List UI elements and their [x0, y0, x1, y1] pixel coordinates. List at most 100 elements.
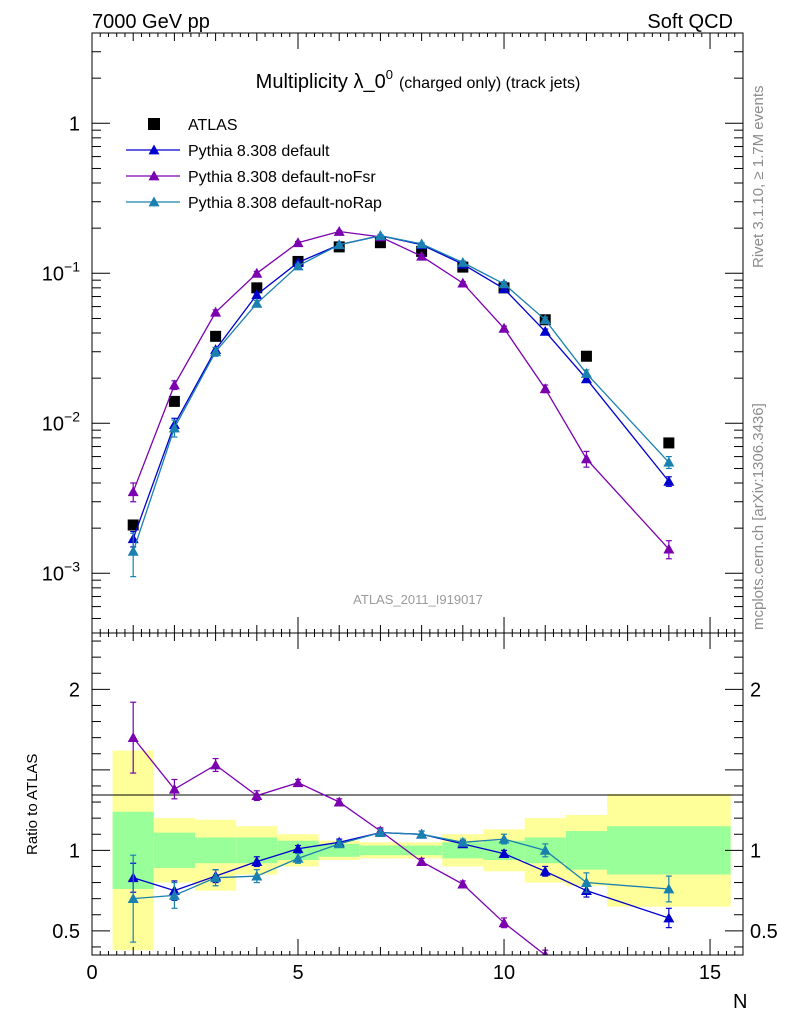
- data-point: [457, 277, 469, 288]
- ratio-point: [663, 883, 675, 894]
- data-point: [539, 383, 551, 394]
- data-point: [251, 289, 263, 300]
- data-point: [127, 486, 139, 497]
- data-point: [539, 325, 551, 336]
- ratio-point: [416, 856, 428, 867]
- data-point: [251, 282, 263, 294]
- ratio-point: [457, 836, 469, 847]
- series-noFsr: [127, 225, 675, 560]
- data-point: [168, 379, 180, 390]
- ratio-point: [292, 777, 304, 788]
- main-y-tick-mantissa: 10: [42, 263, 64, 285]
- chart-title: Multiplicity λ_00 (charged only) (track j…: [256, 67, 581, 93]
- data-point: [292, 237, 304, 248]
- ratio-series-noRap: [127, 827, 675, 943]
- ratio-point: [251, 790, 263, 801]
- ratio-panel-marks: [127, 701, 675, 984]
- ratio-y-axis-label: Ratio to ATLAS: [24, 754, 41, 855]
- ratio-panel-axes: 0 5 10 15 0.5 0.5 1 1 2 2: [52, 633, 778, 984]
- data-point: [168, 422, 180, 433]
- data-point: [210, 306, 222, 317]
- uncertainty-bands: [112, 750, 731, 951]
- rivet-label: Rivet 3.1.10, ≥ 1.7M events: [750, 86, 767, 269]
- main-y-tick-mantissa: 1: [69, 113, 80, 135]
- legend-item-atlas: ATLAS: [148, 117, 238, 134]
- data-point: [539, 314, 551, 325]
- series-atlas: [127, 237, 675, 531]
- data-point: [127, 519, 139, 531]
- main-panel-axes: 110−110−210−3: [42, 32, 744, 634]
- legend-label: Pythia 8.308 default-noRap: [188, 195, 382, 212]
- x-tick-label: 15: [699, 962, 721, 984]
- data-point: [374, 237, 386, 249]
- main-y-tick-mantissa: 10: [42, 413, 64, 435]
- ratio-point: [210, 759, 222, 770]
- x-tick-label: 0: [86, 962, 97, 984]
- watermark: ATLAS_2011_I919017: [353, 592, 483, 607]
- legend-item-noFsr: Pythia 8.308 default-noFsr: [126, 169, 376, 186]
- main-y-tick-label: 10−3: [42, 558, 80, 585]
- data-point: [580, 373, 592, 384]
- main-y-tick-label: 10−1: [42, 258, 80, 285]
- data-point: [333, 239, 345, 250]
- ratio-point: [498, 917, 510, 928]
- series-line-noFsr: [132, 230, 670, 550]
- header-left: 7000 GeV pp: [92, 11, 210, 33]
- legend-label: Pythia 8.308 default-noFsr: [188, 169, 376, 186]
- series-noRap: [127, 230, 675, 578]
- ratio-point: [127, 732, 139, 743]
- ratio-point: [127, 893, 139, 904]
- chart-title-note: (charged only) (track jets): [399, 75, 580, 92]
- series-line-noRap: [132, 235, 670, 552]
- ratio-point: [539, 844, 551, 855]
- data-point: [663, 475, 675, 486]
- data-point: [210, 330, 222, 342]
- ratio-point: [498, 848, 510, 858]
- ratio-point: [333, 796, 345, 807]
- chart-title-main: Multiplicity λ_0: [256, 71, 386, 93]
- x-axis-label: N: [733, 991, 747, 1013]
- ratio-point: [333, 838, 345, 849]
- ratio-y-tick-label-right: 1: [750, 840, 761, 862]
- ratio-point: [539, 865, 551, 876]
- band-green: [401, 845, 443, 856]
- legend-label: Pythia 8.308 default: [188, 143, 330, 160]
- legend-marker: [148, 118, 160, 130]
- ratio-y-tick-label-right: 0.5: [750, 921, 778, 943]
- data-point: [580, 367, 592, 378]
- ratio-y-tick-label: 0.5: [52, 921, 80, 943]
- ratio-y-tick-label: 2: [69, 679, 80, 701]
- ratio-point: [292, 852, 304, 863]
- x-tick-label: 5: [292, 962, 303, 984]
- band-green: [153, 832, 196, 869]
- data-point: [457, 257, 469, 267]
- data-point: [292, 260, 304, 271]
- ratio-point: [580, 877, 592, 887]
- data-point: [580, 350, 592, 362]
- main-y-tick-exponent: −1: [64, 258, 80, 274]
- data-point: [663, 543, 675, 554]
- chart-title-sup: 0: [386, 67, 393, 82]
- ratio-point: [581, 974, 592, 984]
- ratio-point: [663, 912, 675, 923]
- source-label: mcplots.cern.ch [arXiv:1306.3436]: [750, 403, 767, 630]
- ratio-y-tick-label-right: 2: [750, 679, 761, 701]
- data-point: [210, 346, 222, 357]
- data-point: [663, 456, 675, 467]
- x-tick-label: 10: [493, 962, 515, 984]
- data-point: [416, 250, 428, 261]
- ratio-y-tick-label: 1: [69, 840, 80, 862]
- main-panel: 110−110−210−3 Multiplicity λ_00(charged …: [42, 32, 744, 634]
- ratio-point: [251, 856, 263, 867]
- data-point: [251, 297, 263, 308]
- data-point: [580, 453, 592, 464]
- ratio-point: [168, 889, 180, 900]
- ratio-point: [498, 833, 510, 844]
- band-green: [607, 826, 731, 875]
- legend: ATLAS Pythia 8.308 default Pythia 8.308 de…: [126, 117, 382, 212]
- main-y-tick-label: 10−2: [42, 408, 80, 435]
- data-point: [168, 395, 180, 407]
- series-default: [127, 230, 675, 548]
- data-point: [416, 238, 428, 249]
